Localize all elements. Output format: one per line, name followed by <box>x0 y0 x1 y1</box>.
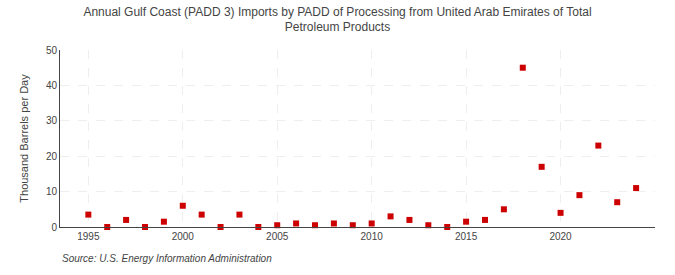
svg-text:40: 40 <box>46 80 58 91</box>
svg-text:Annual Gulf Coast (PADD 3) Imp: Annual Gulf Coast (PADD 3) Imports by PA… <box>83 5 591 35</box>
svg-text:2020: 2020 <box>549 231 572 242</box>
svg-text:10: 10 <box>46 186 58 197</box>
svg-text:2015: 2015 <box>455 231 478 242</box>
svg-text:1995: 1995 <box>77 231 100 242</box>
svg-text:2010: 2010 <box>361 231 384 242</box>
svg-text:50: 50 <box>46 45 58 56</box>
svg-text:30: 30 <box>46 115 58 126</box>
svg-text:2005: 2005 <box>266 231 289 242</box>
svg-text:Source: U.S. Energy Informatio: Source: U.S. Energy Information Administ… <box>62 253 272 264</box>
svg-text:0: 0 <box>51 222 57 233</box>
svg-text:Thousand Barrels per Day: Thousand Barrels per Day <box>18 74 30 203</box>
svg-text:2000: 2000 <box>172 231 195 242</box>
svg-text:20: 20 <box>46 151 58 162</box>
